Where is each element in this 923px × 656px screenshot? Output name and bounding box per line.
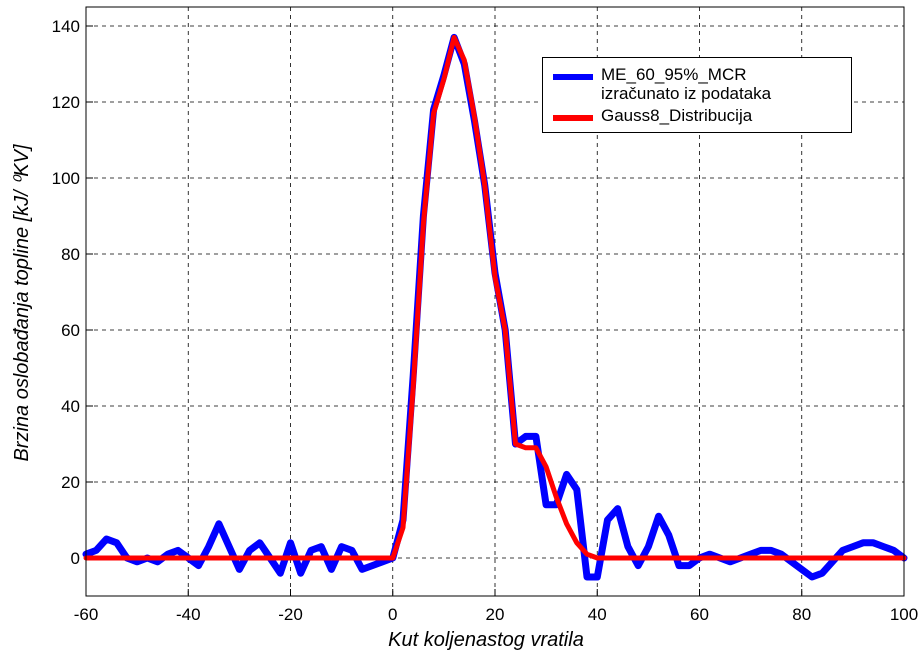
x-tick-label: 100 <box>890 605 918 624</box>
legend-swatch <box>553 115 593 121</box>
legend: ME_60_95%_MCR izračunato iz podataka Gaus… <box>542 57 852 133</box>
y-tick-label: 40 <box>61 397 80 416</box>
legend-label: ME_60_95%_MCR izračunato iz podataka <box>601 65 772 103</box>
x-tick-label: 40 <box>588 605 607 624</box>
plot-frame <box>85 6 905 597</box>
x-tick-label: -20 <box>278 605 303 624</box>
y-tick-label: 100 <box>52 169 80 188</box>
legend-item: Gauss8_Distribucija <box>543 106 851 125</box>
legend-label: Gauss8_Distribucija <box>601 106 753 125</box>
legend-swatch <box>553 74 593 80</box>
legend-item: ME_60_95%_MCR izračunato iz podataka <box>543 65 851 103</box>
x-tick-label: 60 <box>690 605 709 624</box>
y-tick-label: 20 <box>61 473 80 492</box>
y-axis-label: Brzina oslobađanja topline [kJ/ ⁰KV] <box>11 144 33 462</box>
x-tick-label: 80 <box>792 605 811 624</box>
x-tick-label: 20 <box>486 605 505 624</box>
x-tick-label: -60 <box>74 605 99 624</box>
y-tick-label: 60 <box>61 321 80 340</box>
y-tick-label: 140 <box>52 17 80 36</box>
y-tick-label: 0 <box>71 549 80 568</box>
x-tick-label: -40 <box>176 605 201 624</box>
y-tick-label: 120 <box>52 93 80 112</box>
x-axis-label: Kut koljenastog vratila <box>388 629 584 651</box>
data-line <box>83 34 907 561</box>
x-tick-label: 0 <box>388 605 397 624</box>
y-tick-label: 80 <box>61 245 80 264</box>
